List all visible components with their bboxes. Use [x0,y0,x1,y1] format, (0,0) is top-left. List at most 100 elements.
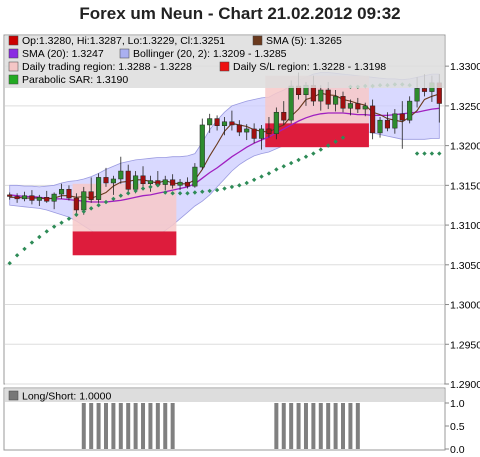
sar-point [422,151,427,156]
candle [170,174,176,189]
candle-body [266,128,272,134]
candle-body [88,191,94,200]
candle-body [140,175,146,185]
long-short-bar [103,403,108,449]
long-short-bar [311,403,316,449]
sar-point [88,206,94,211]
candle-body [214,118,220,126]
candle [229,110,235,131]
candle-body [244,128,250,133]
candle [236,120,242,137]
candle-body [355,103,361,110]
candle-body [133,175,139,190]
candle [273,107,279,140]
sl-region [265,123,369,148]
sar-point [222,186,227,191]
candle-body [273,111,279,134]
sar-point [200,189,205,194]
long-short-bar [289,403,294,449]
candle-body [370,105,376,134]
candle [199,118,205,170]
candle-body [207,118,213,126]
legend-label: Bollinger (20, 2): 1.3209 - 1.3285 [133,48,287,60]
candle [251,123,257,144]
candle [36,194,42,207]
candle-body [362,105,368,110]
sar-point [74,212,79,217]
long-short-bar [341,403,346,449]
candle-body [147,180,153,185]
y-tick-label: 1.3100 [450,220,480,232]
candle-body [81,191,87,211]
legend-swatch [8,61,19,72]
sar-point [207,188,212,194]
legend-label: SMA (5): 1.3265 [266,35,342,47]
candle-body [192,166,198,187]
long-short-bar [318,403,323,449]
candle [110,175,116,195]
long-short-y-ticks: 1.0 0.5 0.0 [445,398,465,456]
candle [51,192,57,210]
long-short-bar [348,403,353,449]
candle [59,183,65,199]
y-tick-label: 1.3200 [450,141,480,153]
long-short-bar [155,403,160,449]
candle [258,124,265,150]
candle [318,85,324,111]
sl-region [72,231,177,256]
y-tick-label: 1.3150 [450,180,480,192]
sar-point [133,188,138,194]
sar-point [170,191,175,196]
candle [14,193,20,203]
sar-point [118,193,124,198]
sar-point [437,151,442,156]
sar-point [288,160,294,166]
y-tick-label: 1.3300 [450,61,480,73]
sar-point [259,174,264,179]
candle-body [236,124,242,133]
candle-body [73,197,79,211]
candle-body [59,189,65,195]
sar-point [266,171,272,176]
legend-label: Parabolic SAR: 1.3190 [22,74,128,86]
y-tick-label: 1.3250 [450,101,480,113]
candle-body [421,88,428,92]
trading-region [72,183,177,232]
candle [399,101,405,149]
candle-body [347,103,353,109]
candle-body [162,179,168,185]
sar-point [29,240,35,245]
sar-point [296,157,301,163]
candle [88,177,94,203]
candle [333,89,339,112]
sar-point [281,164,286,169]
long-short-bar [89,403,94,449]
candle-body [384,119,390,129]
candle-body [318,89,324,102]
y-tick-label: 1.2950 [450,339,480,351]
sar-point [66,216,72,221]
candle-body [333,96,339,105]
candle-body [258,128,265,139]
legend: Op:1.3280, Hi:1.3287, Lo:1.3229, Cl:1.32… [8,35,386,86]
legend-swatch [219,61,230,72]
candle-body [125,170,131,190]
sar-point [325,143,331,148]
candle [192,163,198,188]
long-short-bar [141,403,146,449]
sar-point [111,196,116,202]
y-tick-label: 1.3000 [450,300,480,312]
candle [214,115,220,131]
candle-body [170,179,176,186]
candle-body [66,189,72,199]
sar-point [185,191,190,196]
candle [118,156,124,184]
candle-body [14,196,20,200]
long-short-bar [281,403,286,449]
candle-body [251,128,257,139]
sar-point [214,187,220,193]
candle-body [7,194,13,197]
candle-body [36,197,42,201]
sar-point [333,139,338,144]
long-short-bar [303,403,308,449]
